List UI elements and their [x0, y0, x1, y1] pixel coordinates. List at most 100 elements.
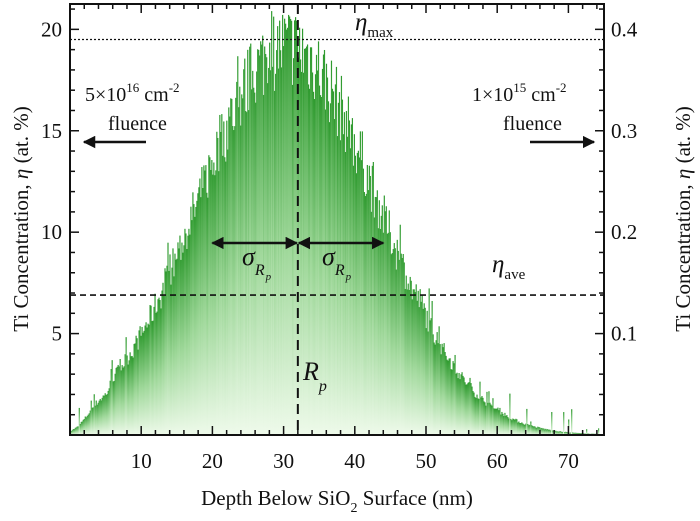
bar: [440, 354, 442, 435]
bar: [170, 284, 172, 435]
bar: [338, 92, 341, 435]
bar: [144, 325, 146, 435]
bar: [411, 299, 413, 435]
bar: [544, 429, 546, 435]
bar: [211, 160, 213, 435]
bar: [456, 372, 458, 435]
bar: [459, 379, 461, 435]
left-fluence-word: fluence: [108, 113, 167, 135]
bar: [449, 358, 451, 435]
bar: [239, 86, 241, 436]
bar: [369, 175, 371, 436]
bar: [341, 99, 344, 435]
bar: [199, 178, 201, 436]
bar: [435, 340, 437, 435]
y-right-tick-label: 0.3: [611, 119, 637, 143]
bar: [232, 126, 234, 435]
bar: [329, 103, 332, 436]
bar: [439, 344, 441, 435]
bar: [139, 326, 141, 435]
bar: [313, 99, 316, 436]
bar: [201, 167, 203, 436]
bar: [420, 301, 422, 435]
bar: [176, 258, 178, 435]
bar: [203, 165, 205, 435]
bar: [136, 338, 138, 435]
bar: [308, 88, 311, 435]
bar: [416, 300, 418, 435]
bar: [425, 328, 427, 435]
bar: [153, 306, 155, 435]
bar: [487, 402, 489, 435]
bar: [113, 380, 115, 435]
bar: [274, 90, 276, 435]
x-tick-label: 20: [202, 449, 223, 473]
bar: [548, 429, 550, 435]
bar: [561, 431, 563, 435]
bar: [393, 243, 395, 435]
bar: [563, 412, 565, 435]
bar: [126, 355, 128, 435]
bar: [311, 72, 314, 435]
y-axis-right-title: Ti Concentration, η (at. %): [671, 106, 695, 331]
bar: [215, 170, 217, 435]
bar: [195, 206, 197, 435]
bar: [156, 311, 158, 435]
bar: [492, 398, 494, 435]
bar: [525, 423, 527, 435]
bar: [419, 289, 421, 435]
bar: [166, 265, 168, 435]
bar: [418, 307, 420, 435]
bar: [254, 92, 256, 435]
bar: [518, 421, 520, 435]
bar: [370, 211, 372, 435]
bar: [251, 89, 253, 435]
plot-frame: [69, 3, 605, 436]
bar: [147, 323, 149, 435]
bar: [165, 271, 167, 435]
bar: [398, 259, 400, 435]
bar: [180, 259, 182, 435]
bar: [292, 84, 294, 436]
bar: [238, 107, 240, 435]
bar: [84, 416, 86, 435]
bar: [324, 109, 327, 436]
bar: [101, 397, 103, 435]
bar: [363, 192, 365, 435]
bar: [94, 405, 96, 435]
bar: [188, 228, 190, 435]
bar: [205, 165, 207, 435]
bar: [345, 110, 348, 435]
bar: [400, 253, 402, 435]
bar: [573, 432, 575, 435]
bar: [76, 426, 78, 435]
bar: [361, 131, 363, 435]
bar: [531, 425, 533, 435]
bar: [541, 427, 543, 435]
bar: [204, 170, 206, 435]
bar: [446, 359, 448, 435]
tick-labels: 10 20 30 40 50 60 70 5 10 15 20 0.1 0.2 0.3 0.4: [41, 17, 638, 473]
bar: [282, 14, 284, 436]
bar: [488, 391, 490, 435]
bar: [565, 431, 567, 435]
bar: [547, 429, 549, 435]
bar: [347, 96, 350, 436]
y-left-tick-label: 15: [41, 119, 62, 143]
bar: [103, 395, 105, 435]
bar: [229, 116, 231, 436]
bar: [140, 335, 142, 435]
bar: [506, 415, 508, 435]
bar: [379, 228, 381, 435]
concentration-bars: [70, 11, 605, 436]
bar: [221, 114, 223, 435]
bar: [388, 210, 390, 435]
bar: [134, 343, 136, 435]
bar: [365, 193, 367, 435]
bar: [476, 394, 478, 435]
bar: [359, 131, 361, 435]
bar: [168, 270, 170, 435]
y-right-tick-label: 0.2: [611, 220, 637, 244]
bar: [133, 343, 135, 435]
bar: [173, 276, 175, 435]
